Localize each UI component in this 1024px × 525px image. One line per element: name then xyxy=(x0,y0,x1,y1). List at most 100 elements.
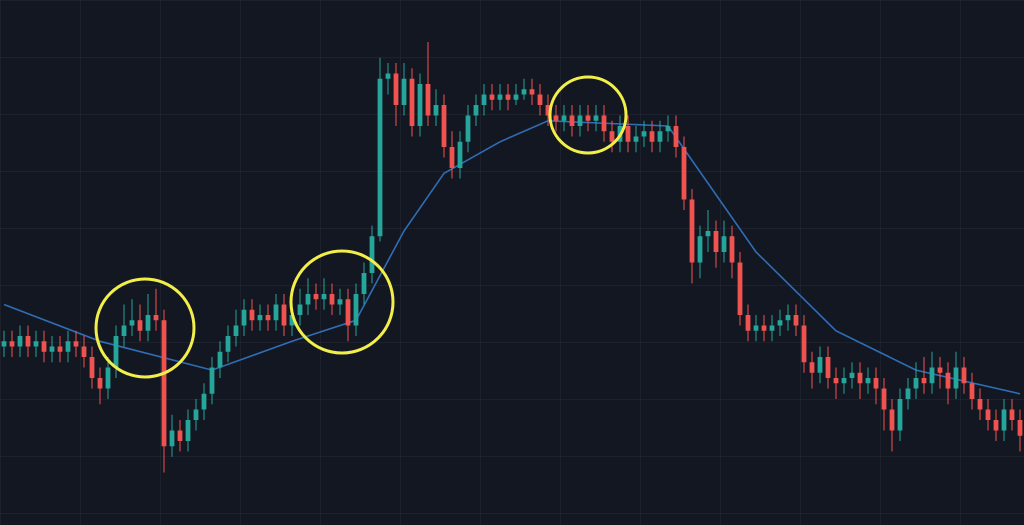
candle-body xyxy=(73,341,79,347)
candle-body xyxy=(1,341,7,347)
candle-body xyxy=(793,315,799,326)
highlight-circle xyxy=(289,249,395,355)
candle-body xyxy=(849,372,855,378)
candle-body xyxy=(313,294,319,300)
candle-body xyxy=(761,325,767,331)
candle-body xyxy=(473,105,479,116)
candle-body xyxy=(233,325,239,336)
highlight-circle xyxy=(548,75,628,155)
candle-body xyxy=(841,378,847,384)
candle-body xyxy=(585,115,591,121)
candle-body xyxy=(1009,409,1015,420)
candle-body xyxy=(657,131,663,142)
candle-body xyxy=(257,315,263,321)
candle-body xyxy=(41,341,47,352)
candle-body xyxy=(361,273,367,294)
candle-body xyxy=(777,320,783,326)
candle-body xyxy=(609,131,615,142)
candle-body xyxy=(945,372,951,389)
candle-body xyxy=(577,115,583,126)
candle-body xyxy=(89,357,95,378)
candle-body xyxy=(393,73,399,105)
candle-body xyxy=(665,126,671,132)
candle-body xyxy=(65,341,71,352)
candle-body xyxy=(769,325,775,331)
candle-body xyxy=(865,378,871,384)
candle-body xyxy=(289,315,295,326)
moving-average xyxy=(3,119,1021,395)
candle-body xyxy=(737,262,743,315)
candle-body xyxy=(833,378,839,384)
plot-area xyxy=(1,42,1023,473)
candle-body xyxy=(201,393,207,410)
candle-body xyxy=(745,315,751,331)
candle-body xyxy=(721,236,727,252)
candle-body xyxy=(553,115,559,121)
candle-body xyxy=(321,294,327,300)
candle-body xyxy=(297,304,303,315)
candle-body xyxy=(97,378,103,389)
candle-body xyxy=(505,94,511,100)
candle-body xyxy=(449,147,455,168)
candle-body xyxy=(401,78,407,105)
candle-body xyxy=(961,367,967,384)
candle-body xyxy=(977,399,983,410)
candle-body xyxy=(897,399,903,431)
candle-body xyxy=(337,299,343,305)
candle-body xyxy=(953,367,959,389)
candle-body xyxy=(921,378,927,384)
candle-body xyxy=(273,304,279,321)
candle-body xyxy=(905,388,911,399)
candle-body xyxy=(825,357,831,378)
candle-body xyxy=(969,383,975,399)
candle-body xyxy=(993,420,999,431)
candle-body xyxy=(185,420,191,441)
candle-body xyxy=(881,388,887,410)
candle-body xyxy=(681,147,687,200)
candle-body xyxy=(305,294,311,305)
annotations xyxy=(94,75,628,379)
candle-body xyxy=(241,309,247,326)
candle-body xyxy=(465,115,471,142)
candle-body xyxy=(433,105,439,116)
candle-body xyxy=(1001,409,1007,431)
candle-body xyxy=(1017,420,1023,436)
candle-body xyxy=(377,78,383,237)
highlight-circle xyxy=(94,277,196,379)
candle-body xyxy=(545,105,551,116)
candle-body xyxy=(17,336,23,347)
candle-body xyxy=(697,236,703,263)
candle-body xyxy=(33,341,39,347)
candle-body xyxy=(161,320,167,447)
candle-body xyxy=(481,94,487,105)
candle-body xyxy=(753,325,759,331)
candle-body xyxy=(217,351,223,368)
candle-body xyxy=(913,378,919,389)
candle-body xyxy=(817,357,823,373)
candle-body xyxy=(649,131,655,142)
candle-body xyxy=(873,378,879,389)
candle-body xyxy=(129,320,135,326)
candle-body xyxy=(521,89,527,95)
candle-body xyxy=(329,294,335,305)
candle-body xyxy=(593,115,599,121)
candle-body xyxy=(937,367,943,373)
candle-body xyxy=(569,115,575,126)
candle-body xyxy=(689,199,695,263)
candle-body xyxy=(105,367,111,389)
candle-body xyxy=(249,309,255,321)
candle-body xyxy=(113,336,119,368)
candle-body xyxy=(529,89,535,95)
candle-body xyxy=(265,315,271,321)
candle-body xyxy=(425,84,431,116)
candle-body xyxy=(345,299,351,326)
candle-body xyxy=(633,136,639,142)
candle-body xyxy=(137,320,143,331)
candle-body xyxy=(601,115,607,132)
candle-body xyxy=(121,325,127,336)
candle-body xyxy=(417,84,423,126)
candle-body xyxy=(385,73,391,79)
candle-body xyxy=(857,372,863,384)
candle-body xyxy=(785,315,791,321)
